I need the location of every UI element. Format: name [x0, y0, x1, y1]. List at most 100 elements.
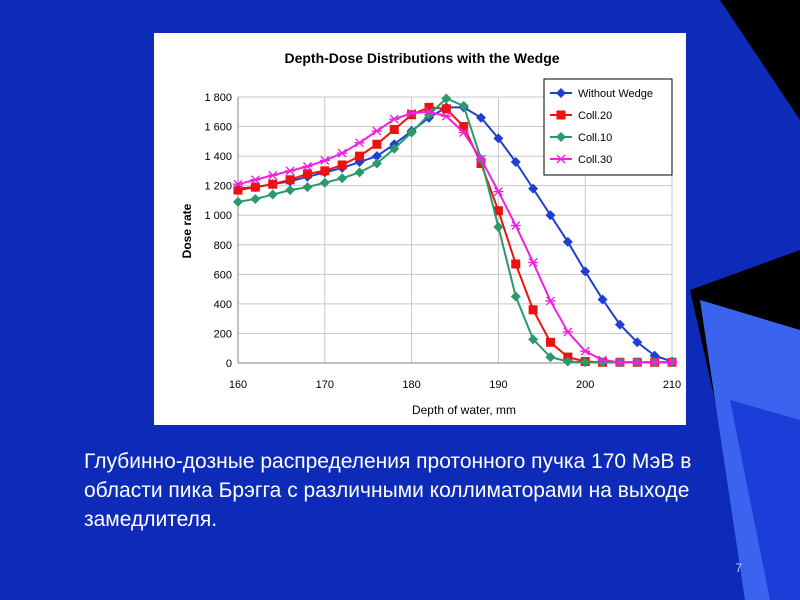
data-point-diamond — [233, 196, 243, 207]
data-point-diamond — [371, 158, 382, 169]
slide-caption: Глубинно-дозные распределения протонного… — [84, 450, 692, 531]
data-point-square — [355, 151, 365, 161]
data-point-diamond — [556, 88, 566, 98]
legend-item: Without Wedge — [550, 88, 653, 100]
data-point-asterisk — [510, 221, 521, 231]
data-point-asterisk — [556, 154, 566, 164]
y-tick-label: 600 — [214, 269, 232, 281]
data-point-asterisk — [580, 346, 591, 356]
data-point-square — [372, 139, 382, 149]
asterisk-stroke — [407, 108, 417, 118]
asterisk-stroke — [389, 114, 399, 124]
y-tick-label: 400 — [214, 299, 232, 311]
top-right-dark-corner — [720, 0, 800, 120]
y-tick-label: 1 600 — [204, 122, 232, 134]
data-point-asterisk — [476, 154, 487, 164]
asterisk-stroke — [598, 355, 608, 365]
data-point-diamond — [597, 294, 608, 305]
data-point-square — [459, 122, 469, 132]
asterisk-stroke — [233, 179, 243, 189]
data-point-diamond — [285, 185, 296, 196]
legend-label: Coll.10 — [578, 132, 612, 144]
data-point-asterisk — [233, 179, 243, 189]
data-point-square — [511, 259, 521, 269]
data-point-diamond — [528, 183, 539, 194]
x-tick-label: 160 — [229, 379, 247, 391]
data-series — [233, 93, 677, 368]
data-point-diamond — [614, 319, 625, 330]
data-point-asterisk — [649, 357, 660, 367]
legend: Without Wedge Coll.20 Coll.10 Coll.30 — [543, 78, 673, 176]
y-tick-label: 200 — [214, 328, 232, 340]
data-point-square — [389, 125, 399, 135]
data-point-diamond — [545, 352, 556, 363]
data-point-diamond — [632, 337, 643, 348]
asterisk-stroke — [493, 187, 503, 197]
y-tick-label: 0 — [226, 358, 232, 370]
asterisk-stroke — [424, 107, 434, 117]
asterisk-stroke — [545, 296, 555, 306]
y-axis-label: Dose rate — [180, 203, 194, 258]
data-point-square — [493, 206, 503, 216]
page-number: 7 — [735, 561, 742, 575]
data-point-square — [407, 110, 417, 120]
data-point-diamond — [337, 173, 348, 184]
asterisk-stroke — [476, 154, 486, 164]
data-point-asterisk — [667, 357, 677, 367]
data-point-asterisk — [423, 107, 434, 117]
data-point-square — [545, 337, 555, 347]
asterisk-stroke — [302, 161, 312, 171]
asterisk-stroke — [563, 327, 573, 337]
asterisk-stroke — [459, 127, 469, 137]
data-point-square — [528, 305, 538, 315]
data-point-diamond — [580, 357, 591, 368]
data-point-asterisk — [354, 138, 365, 148]
asterisk-stroke — [268, 170, 278, 180]
data-point-diamond — [458, 100, 469, 111]
data-point-asterisk — [597, 355, 608, 365]
data-point-asterisk — [632, 357, 643, 367]
data-point-asterisk — [406, 108, 417, 118]
chart-panel: Depth-Dose Distributions with the Wedge … — [154, 33, 686, 425]
data-point-diamond — [441, 93, 452, 104]
data-point-asterisk — [250, 175, 261, 185]
x-axis-label: Depth of water, mm — [412, 403, 516, 417]
series-line — [237, 110, 672, 364]
x-tick-label: 170 — [316, 379, 334, 391]
asterisk-stroke — [355, 138, 365, 148]
data-point-diamond — [510, 157, 521, 168]
asterisk-stroke — [250, 175, 260, 185]
asterisk-stroke — [372, 126, 382, 136]
y-tick-label: 1 800 — [204, 92, 232, 104]
data-point-diamond — [510, 291, 521, 302]
legend-label: Without Wedge — [578, 88, 653, 100]
legend-label: Coll.30 — [578, 154, 612, 166]
data-point-asterisk — [267, 170, 278, 180]
data-point-diamond — [562, 356, 573, 367]
data-point-asterisk — [458, 127, 469, 137]
legend-item: Coll.10 — [550, 132, 612, 144]
data-point-asterisk — [337, 148, 348, 158]
data-point-diamond — [545, 210, 556, 221]
data-point-square — [556, 110, 566, 120]
y-tick-label: 1 000 — [204, 210, 232, 222]
data-point-asterisk — [562, 327, 573, 337]
depth-dose-chart: Depth-Dose Distributions with the Wedge … — [180, 50, 681, 417]
data-point-diamond — [562, 236, 573, 247]
data-point-asterisk — [371, 126, 382, 136]
asterisk-stroke — [580, 346, 590, 356]
data-point-diamond — [493, 133, 504, 144]
y-tick-label: 1 400 — [204, 151, 232, 163]
data-point-square — [250, 182, 260, 192]
legend-label: Coll.20 — [578, 110, 612, 122]
data-point-square — [302, 169, 312, 179]
data-point-diamond — [493, 222, 504, 233]
data-point-square — [320, 166, 330, 176]
data-point-square — [285, 175, 295, 185]
asterisk-stroke — [650, 357, 660, 367]
data-point-asterisk — [285, 166, 296, 176]
data-point-diamond — [389, 143, 400, 154]
asterisk-stroke — [667, 357, 677, 367]
chart-title: Depth-Dose Distributions with the Wedge — [284, 50, 559, 66]
y-tick-label: 1 200 — [204, 181, 232, 193]
